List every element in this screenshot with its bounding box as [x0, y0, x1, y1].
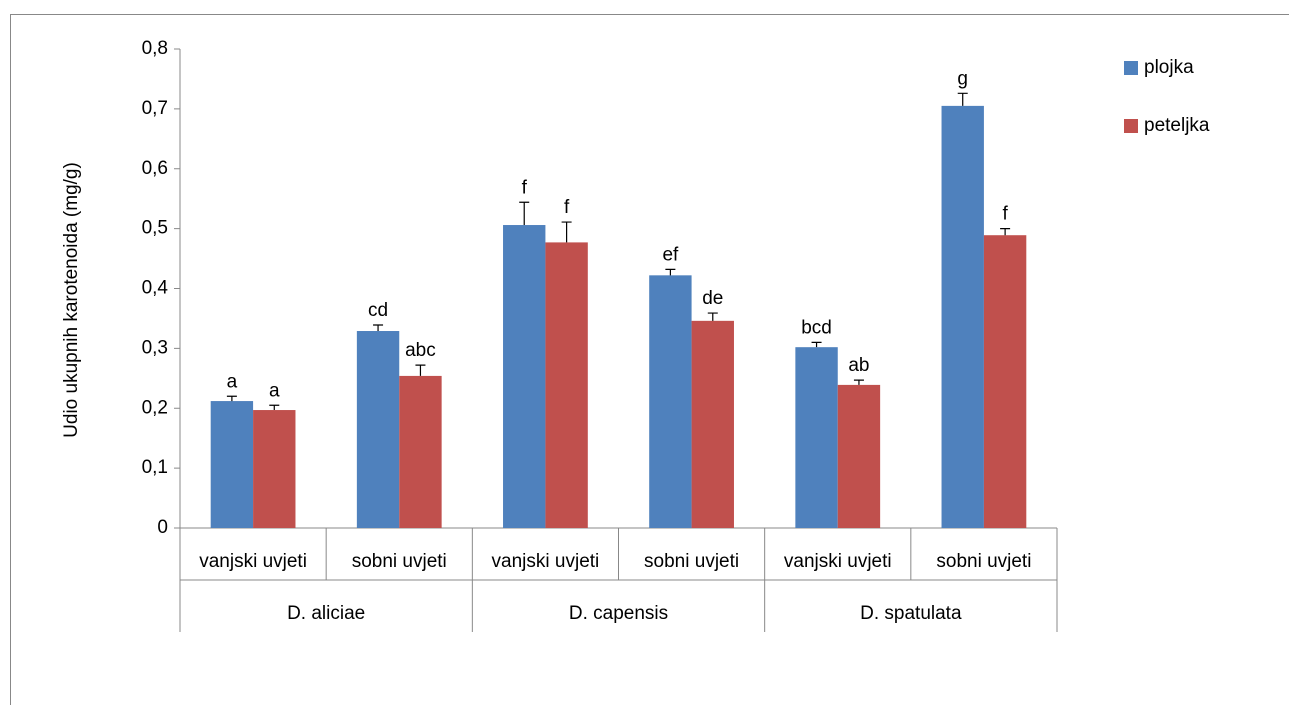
significance-label: f — [1002, 204, 1008, 225]
error-bar — [707, 312, 718, 321]
group-label: D. aliciae — [287, 603, 365, 624]
error-bar — [1000, 228, 1011, 236]
y-tick-label: 0,2 — [142, 397, 168, 418]
x-tick-label: sobni uvjeti — [352, 551, 447, 572]
error-bar — [269, 404, 280, 411]
error-bar — [665, 268, 676, 276]
y-tick-label: 0,4 — [142, 278, 169, 299]
significance-label: abc — [405, 340, 436, 361]
error-bar — [853, 379, 864, 385]
significance-label: ef — [662, 244, 679, 265]
legend-label: peteljka — [1144, 115, 1210, 136]
significance-label: a — [227, 371, 238, 392]
chart-border — [10, 14, 1289, 705]
significance-label: cd — [368, 300, 388, 321]
x-tick-label: vanjski uvjeti — [784, 551, 892, 572]
legend-swatch — [1124, 119, 1138, 133]
error-bar — [957, 92, 968, 106]
bar — [983, 235, 1027, 528]
x-tick-label: vanjski uvjeti — [199, 551, 307, 572]
significance-label: a — [269, 380, 280, 401]
significance-label: bcd — [801, 317, 832, 338]
x-tick-label: sobni uvjeti — [936, 551, 1031, 572]
y-tick-label: 0,7 — [142, 98, 168, 119]
bar — [210, 401, 254, 528]
bar — [545, 242, 588, 529]
significance-label: de — [702, 288, 723, 309]
error-bar — [415, 364, 426, 376]
x-tick-label: vanjski uvjeti — [492, 551, 600, 572]
significance-label: ab — [848, 355, 869, 376]
bar — [941, 105, 984, 528]
significance-label: g — [957, 68, 968, 89]
x-tick-label: sobni uvjeti — [644, 551, 739, 572]
bar — [691, 320, 734, 528]
bar — [503, 225, 546, 528]
bar — [399, 375, 442, 528]
group-label: D. capensis — [569, 603, 668, 624]
error-bar — [226, 395, 237, 402]
group-label: D. spatulata — [860, 603, 962, 624]
legend-swatch — [1124, 61, 1138, 75]
bar — [356, 331, 400, 528]
significance-label: f — [522, 177, 528, 198]
y-tick-label: 0,1 — [142, 457, 168, 478]
bar — [253, 410, 296, 528]
bar — [649, 275, 692, 528]
y-tick-label: 0 — [157, 517, 168, 538]
error-bar — [811, 341, 822, 348]
y-tick-label: 0,6 — [142, 158, 168, 179]
y-tick-label: 0,5 — [142, 218, 168, 239]
bar — [837, 384, 881, 528]
bar — [795, 347, 838, 528]
error-bar — [561, 221, 572, 243]
error-bar — [519, 201, 530, 226]
y-axis-label: Udio ukupnih karotenoida (mg/g) — [61, 162, 82, 438]
error-bar — [373, 324, 384, 332]
legend-label: plojka — [1144, 57, 1194, 78]
y-tick-label: 0,8 — [142, 38, 168, 59]
significance-label: f — [564, 197, 570, 218]
y-tick-label: 0,3 — [142, 337, 168, 358]
